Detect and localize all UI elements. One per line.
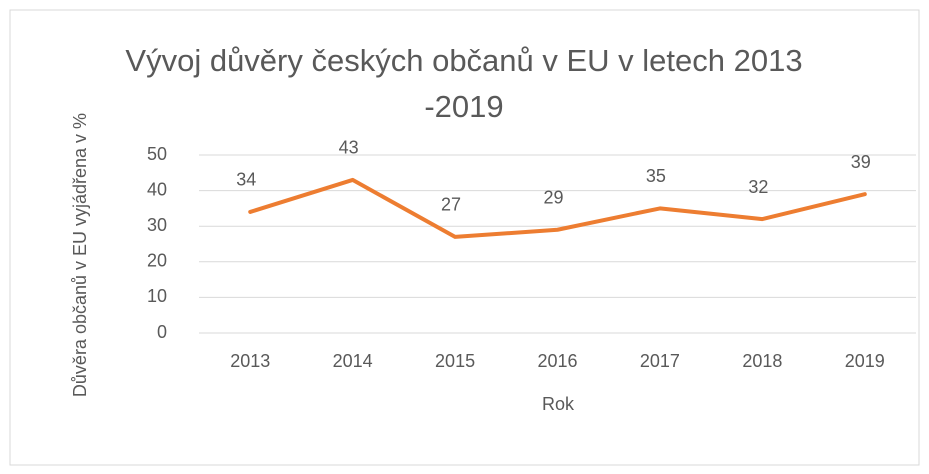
data-label: 39	[851, 152, 871, 172]
x-tick-label: 2013	[230, 351, 270, 371]
data-label: 35	[646, 166, 666, 186]
data-label: 29	[543, 188, 563, 208]
chart-title: Vývoj důvěry českých občanů v EU v letec…	[125, 43, 803, 124]
y-tick-label: 30	[147, 215, 167, 235]
data-label: 34	[236, 170, 256, 190]
line	[248, 177, 867, 239]
x-tick-label: 2014	[333, 351, 373, 371]
x-tick-label: 2015	[435, 351, 475, 371]
x-tick-label: 2019	[845, 351, 885, 371]
y-tick-label: 50	[147, 144, 167, 164]
y-tick-label: 20	[147, 251, 167, 271]
data-label: 27	[441, 195, 461, 215]
data-label: 32	[748, 177, 768, 197]
x-tick-label: 2017	[640, 351, 680, 371]
y-tick-label: 10	[147, 286, 167, 306]
y-tick-label: 0	[157, 322, 167, 342]
y-axis-label: Důvěra občanů v EU vyjádřena v %	[70, 112, 90, 398]
data-label: 43	[339, 138, 359, 158]
x-tick-label: 2018	[742, 351, 782, 371]
x-tick-label: 2016	[537, 351, 577, 371]
y-tick-label: 40	[147, 179, 167, 199]
x-axis-label: Rok	[542, 394, 575, 414]
